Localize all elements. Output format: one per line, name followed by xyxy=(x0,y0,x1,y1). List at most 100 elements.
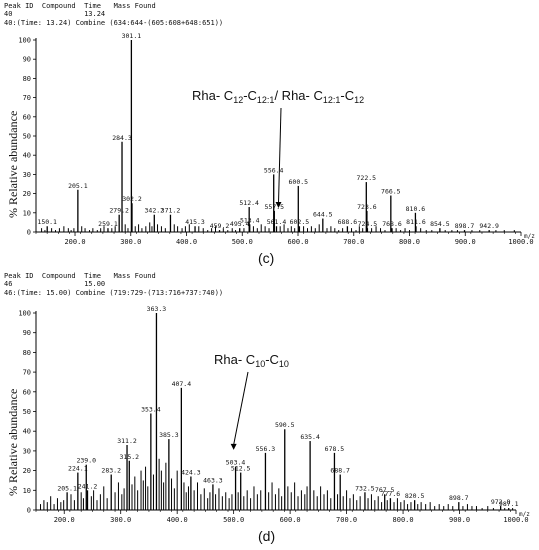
peak-label: 283.2 xyxy=(101,467,121,475)
peak-label: 205.1 xyxy=(68,182,88,190)
peak-label: 987.1 xyxy=(499,500,519,508)
y-tick-label: 0 xyxy=(27,507,31,515)
annotation-arrow xyxy=(278,107,282,203)
x-tick-label: 300.0 xyxy=(110,516,131,524)
x-tick-label: 900.0 xyxy=(449,516,470,524)
spectrum-plot-d: 0 10 20 30 40 50 60 70 80 90 100 200.0 300.0 400.0 500… xyxy=(18,305,530,524)
x-axis-label: m/z xyxy=(524,233,535,240)
spectrum-plot-c: 0 10 20 30 40 50 60 70 80 90 100 200.0 300.0 400.0 500… xyxy=(18,32,535,246)
peak-label: 768.6 xyxy=(382,220,402,228)
peak-label: 512.4 xyxy=(239,199,259,207)
peak-label: 513.4 xyxy=(240,216,260,224)
peak-label: 239.0 xyxy=(76,457,96,465)
y-tick-label: 70 xyxy=(23,369,31,377)
peak-label: 301.1 xyxy=(122,32,142,40)
peak-label: 723.6 xyxy=(357,203,377,211)
annotation-arrow xyxy=(233,371,249,445)
header-column-labels: Peak ID Compound Time Mass Found xyxy=(4,272,156,280)
x-tick-label: 400.0 xyxy=(176,238,197,246)
y-tick-label: 60 xyxy=(23,113,31,121)
x-tick-label: 1000.0 xyxy=(508,238,533,246)
peak-label: 415.3 xyxy=(185,218,205,226)
y-tick-label: 50 xyxy=(23,408,31,416)
y-tick-label: 100 xyxy=(18,37,31,45)
peak-label: 820.5 xyxy=(405,492,425,500)
header-column-labels: Peak ID Compound Time Mass Found xyxy=(4,2,156,10)
peak-label: 732.5 xyxy=(355,484,375,492)
y-tick-label: 80 xyxy=(23,75,31,83)
x-tick-label: 600.0 xyxy=(280,516,301,524)
peak-label: 512.5 xyxy=(231,465,251,473)
peak-label: 688.7 xyxy=(330,467,350,475)
annotation-arrowhead xyxy=(230,443,237,450)
panel-caption: (d) xyxy=(258,528,276,544)
y-tick-label: 50 xyxy=(23,133,31,141)
peak-label: 767.5 xyxy=(375,486,395,494)
spectrum-panel-d: Peak ID Compound Time Mass Found 46 15.0… xyxy=(0,272,539,550)
x-tick-label: 700.0 xyxy=(336,516,357,524)
peak-label: 259.1 xyxy=(98,220,118,228)
header-column-values: 40 13.24 xyxy=(4,10,106,18)
peak-label: 556.3 xyxy=(256,445,276,453)
y-tick-label: 40 xyxy=(23,152,31,160)
peak-label: 766.5 xyxy=(381,188,401,196)
peak-label: 688.6 xyxy=(338,218,358,226)
y-tick-label: 10 xyxy=(23,209,31,217)
x-tick-label: 900.0 xyxy=(455,238,476,246)
y-tick-label: 100 xyxy=(18,310,31,318)
peak-label: 407.4 xyxy=(172,380,192,388)
peak-label: 678.5 xyxy=(325,445,345,453)
peak-label: 279.2 xyxy=(109,207,129,215)
peak-label: 315.2 xyxy=(120,453,140,461)
peak-label: 241.2 xyxy=(78,482,98,490)
peak-label: 556.4 xyxy=(264,166,284,174)
peak-label: 724.5 xyxy=(358,220,378,228)
peak-label: 898.7 xyxy=(455,222,475,230)
y-tick-label: 90 xyxy=(23,56,31,64)
peak-label: 590.5 xyxy=(275,421,295,429)
x-tick-label: 500.0 xyxy=(223,516,244,524)
panel-caption: (c) xyxy=(258,250,275,266)
peak-label: 602.5 xyxy=(290,218,310,226)
x-tick-label: 200.0 xyxy=(64,238,85,246)
y-tick-label: 60 xyxy=(23,388,31,396)
x-tick-label: 600.0 xyxy=(287,238,308,246)
peak-label: 224.1 xyxy=(68,465,88,473)
peak-label: 342.2 xyxy=(145,207,165,215)
x-tick-label: 300.0 xyxy=(120,238,141,246)
y-tick-label: 40 xyxy=(23,428,31,436)
peak-label: 635.4 xyxy=(300,433,320,441)
y-tick-label: 20 xyxy=(23,467,31,475)
header-column-values: 46 15.00 xyxy=(4,280,106,288)
peak-label: 557.5 xyxy=(265,203,285,211)
y-tick-label: 80 xyxy=(23,349,31,357)
y-tick-label: 0 xyxy=(27,229,31,237)
peak-label: 561.4 xyxy=(267,218,287,226)
y-tick-label: 70 xyxy=(23,94,31,102)
peak-label: 722.5 xyxy=(357,174,377,182)
x-tick-label: 800.0 xyxy=(399,238,420,246)
y-tick-label: 30 xyxy=(23,447,31,455)
y-tick-label: 90 xyxy=(23,329,31,337)
peak-label: 363.3 xyxy=(147,305,167,313)
peak-label: 150.1 xyxy=(37,218,57,226)
peak-label: 353.4 xyxy=(141,405,161,413)
peak-label: 503.4 xyxy=(226,459,246,467)
y-tick-label: 10 xyxy=(23,487,31,495)
x-tick-label: 200.0 xyxy=(54,516,75,524)
x-axis-label: m/z xyxy=(519,511,530,518)
header-scan-line: 46:(Time: 15.00) Combine (719:729-(713:7… xyxy=(4,289,224,297)
y-tick-label: 30 xyxy=(23,171,31,179)
peak-label: 600.5 xyxy=(289,178,309,186)
peak-label: 385.3 xyxy=(159,431,179,439)
spectrum-panel-c: Peak ID Compound Time Mass Found 40 13.2… xyxy=(0,0,539,270)
peak-label: 942.9 xyxy=(479,222,499,230)
peak-label: 424.3 xyxy=(181,469,201,477)
peak-label: 972.8 xyxy=(491,498,511,506)
x-tick-label: 700.0 xyxy=(343,238,364,246)
peak-label: 311.2 xyxy=(117,437,137,445)
annotation-arrowhead xyxy=(275,201,282,208)
peak-label: 284.3 xyxy=(112,134,132,142)
peak-label: 810.6 xyxy=(406,205,426,213)
annotation-label: Rha- C12-C12:1/ Rha- C12:1-C12 xyxy=(192,88,364,105)
